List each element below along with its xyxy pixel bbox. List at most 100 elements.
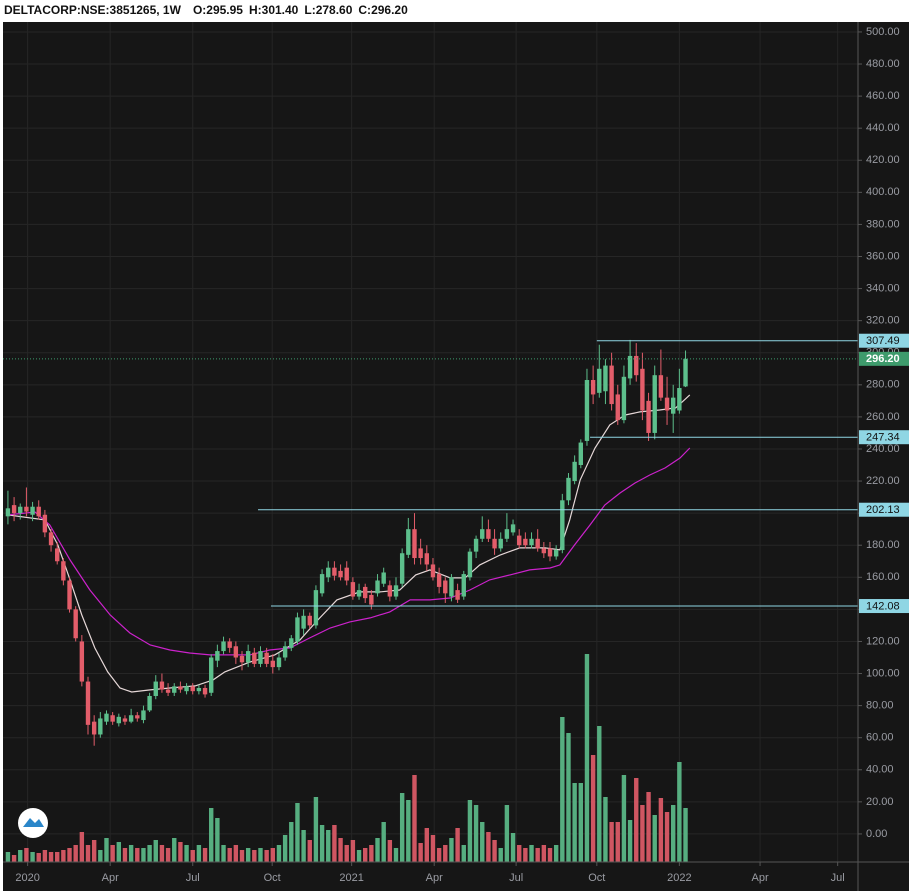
volume-bar: [671, 805, 676, 862]
volume-bar: [338, 838, 343, 862]
candle-body: [153, 681, 158, 696]
last-price-label: 296.20: [866, 353, 900, 365]
volume-bar: [122, 848, 128, 862]
volume-bar: [227, 848, 232, 862]
volume-bar: [683, 808, 688, 862]
candle-body: [48, 532, 54, 546]
volume-bar: [356, 850, 362, 862]
field-value: 278.60: [316, 3, 353, 17]
candle-body: [36, 506, 41, 517]
candle-body: [245, 651, 251, 663]
x-tick-label: Oct: [588, 872, 605, 884]
candle-body: [683, 358, 688, 387]
candle-body: [227, 641, 232, 648]
candle-body: [517, 535, 522, 546]
level-label-box: [859, 502, 909, 517]
level-label: 307.49: [866, 335, 900, 347]
volume-bar: [436, 848, 442, 862]
candle-body: [18, 506, 23, 514]
candle-body: [658, 375, 664, 398]
volume-bar: [141, 848, 146, 862]
volume-bar: [202, 848, 208, 862]
candle-body: [375, 580, 380, 594]
candle-body: [406, 529, 411, 555]
volume-bar: [424, 828, 430, 862]
candle-body: [344, 567, 349, 581]
candle-body: [677, 388, 682, 411]
candle-body: [307, 615, 312, 626]
y-tick-label: 400.00: [866, 186, 900, 198]
volume-bar: [276, 845, 282, 862]
volume-bar: [110, 845, 115, 862]
candle-body: [239, 655, 245, 663]
volume-bar: [566, 733, 571, 862]
candle-body: [381, 572, 386, 584]
y-tick-label: 20.00: [866, 796, 894, 808]
field-value: 296.20: [371, 3, 408, 17]
volume-bar: [128, 845, 134, 862]
moving-average: [7, 394, 691, 693]
volume-bar: [486, 832, 491, 862]
x-tick-label: Oct: [264, 872, 281, 884]
y-tick-label: 40.00: [866, 764, 894, 776]
candle-body: [480, 529, 485, 539]
candle-body: [603, 365, 608, 392]
candle-body: [597, 368, 602, 393]
volume-bar: [553, 845, 559, 862]
volume-bar: [11, 855, 17, 862]
volume-bar: [301, 830, 306, 862]
x-tick-label: Jul: [509, 872, 523, 884]
volume-bar: [5, 852, 11, 862]
volume-bar: [634, 778, 639, 862]
candle-body: [190, 686, 195, 692]
candle-body: [553, 550, 559, 557]
volume-bar: [578, 783, 584, 862]
candle-body: [122, 718, 128, 722]
candle-body: [67, 580, 72, 610]
y-tick-label: 0.00: [866, 828, 887, 840]
candle-body: [541, 548, 547, 554]
candle-body: [295, 617, 300, 642]
y-tick-label: 240.00: [866, 443, 900, 455]
y-tick-label: 100.00: [866, 667, 900, 679]
volume-bar: [85, 845, 91, 862]
level-label-box: [859, 599, 909, 614]
candle-body: [91, 721, 97, 735]
candle-body: [276, 657, 282, 668]
candle-body: [24, 506, 29, 512]
candle-body: [399, 553, 405, 584]
volume-bar: [443, 845, 448, 862]
candle-body: [128, 715, 134, 722]
volume-bar: [461, 845, 466, 862]
candle-body: [609, 365, 614, 405]
volume-bar: [541, 845, 547, 862]
volume-bar: [42, 850, 48, 862]
candle-body: [258, 651, 263, 664]
volume-bar: [48, 852, 54, 862]
volume-bar: [363, 848, 368, 862]
candle-body: [443, 580, 448, 594]
candle-body: [282, 646, 288, 658]
candle-body: [615, 394, 620, 421]
field-label: C:: [358, 3, 371, 17]
volume-bar: [165, 848, 171, 862]
volume-bar: [473, 805, 479, 862]
candle-body: [671, 397, 676, 414]
volume-bar: [393, 848, 399, 862]
moving-average: [7, 447, 691, 656]
y-tick-label: 280.00: [866, 379, 900, 391]
volume-bar: [147, 845, 152, 862]
candle-body: [61, 561, 66, 581]
candle-body: [141, 710, 146, 721]
volume-bar: [67, 848, 72, 862]
candle-body: [209, 657, 214, 693]
candle-body: [430, 564, 436, 578]
field-label: O:: [193, 3, 206, 17]
volume-bar: [24, 848, 29, 862]
volume-bar: [510, 833, 516, 862]
volume-bar: [677, 762, 682, 862]
candle-body: [289, 638, 294, 648]
volume-bar: [640, 805, 645, 862]
field-value: 301.40: [262, 3, 299, 17]
